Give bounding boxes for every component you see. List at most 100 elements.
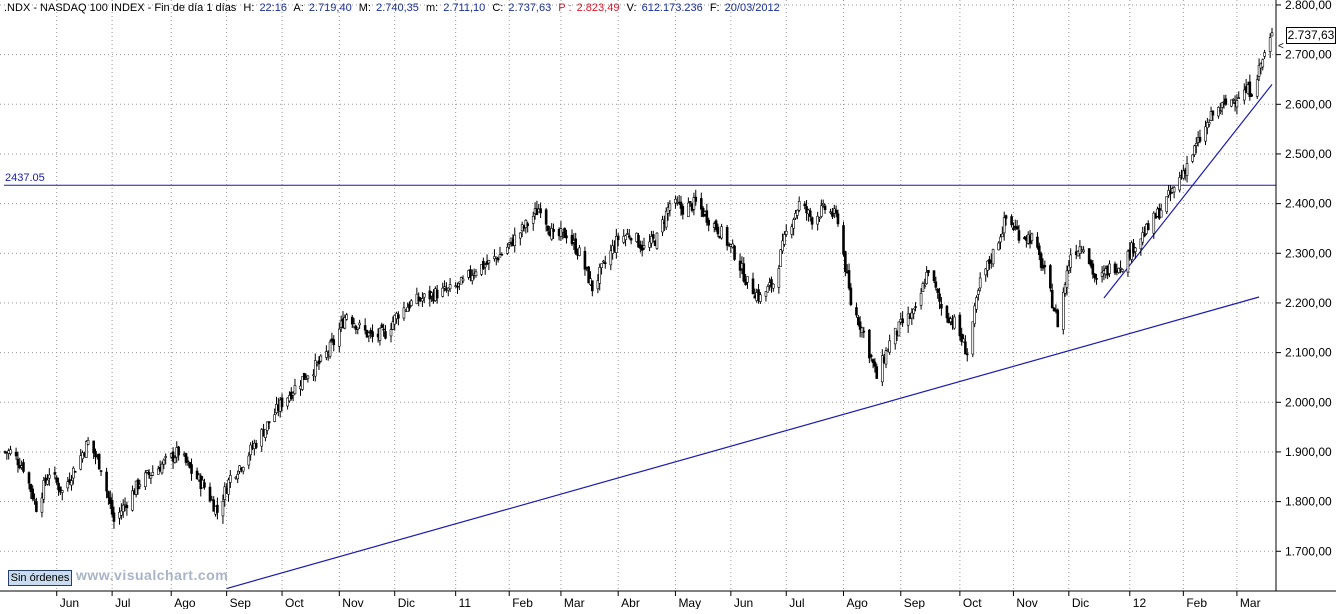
candle-body [1095,278,1098,280]
candle-body [1119,267,1122,270]
candle-body [107,491,110,498]
candle-body [834,209,838,214]
x-tick-label: Feb [512,596,533,609]
candle-body [1061,291,1065,330]
candle-body [766,286,770,293]
candle-body [539,208,542,214]
candle-body [345,314,348,320]
candle-body [173,457,177,463]
candle-body [435,289,439,299]
candle-body [1126,250,1130,273]
candle-body [301,376,304,390]
candle-body [92,440,95,454]
candle-body [164,456,167,458]
header-max-value: 2.740,35 [376,2,419,14]
x-tick-label: Jul [789,596,804,609]
candle-body [997,242,1000,251]
y-tick-label: 2.200,00 [1285,296,1332,310]
candle-body [808,210,812,217]
candle-body [792,219,795,229]
x-tick-label: Sep [904,596,926,609]
candle-body [699,198,703,210]
candle-body [483,264,487,268]
candle-body [1017,230,1021,241]
candle-body [674,198,677,204]
candle-body [264,428,267,438]
candle-body [923,285,927,287]
candle-body [325,351,328,358]
candle-body [973,305,976,325]
y-tick-label: 2.700,00 [1285,48,1332,62]
orders-button[interactable]: Sin órdenes [8,570,72,586]
candle-body [149,475,153,479]
candle-body [803,203,807,207]
candle-body [1193,145,1196,155]
candle-body [914,306,917,308]
candle-body [1218,110,1222,112]
x-tick-label: Mar [1240,596,1261,609]
candle-body [408,303,411,309]
candle-body [241,466,245,472]
candle-body [1224,98,1228,105]
x-tick-label: Ago [174,596,196,609]
candle-body [661,219,664,233]
candle-body [600,263,603,268]
candle-body [86,439,90,445]
resistance-line-label: 2437.05 [5,172,45,184]
candle-body [871,359,875,364]
candle-body [1121,269,1124,272]
header-a-label: A: [293,2,303,14]
header-p-label: P : [558,2,571,14]
header-max-label: M: [359,2,371,14]
candle-body [583,250,587,270]
y-tick-label: 2.300,00 [1285,246,1332,260]
candle-body [131,490,134,511]
candle-body [177,446,180,456]
candle-body [893,327,897,345]
candle-body [443,286,446,289]
candle-body [1255,79,1259,97]
x-tick-label: 11 [459,596,472,609]
candle-body [1082,249,1085,253]
candle-body [31,488,35,500]
header-date-label: F: [710,2,720,14]
x-axis-ticks: Jun Jul Ago Sep Oct Nov Dic 11 Feb Mar Abr May Jun Ju… [56,591,1261,610]
candle-body [602,260,605,263]
candle-body [203,482,206,488]
candle-body [1049,265,1052,289]
y-axis-ticks: 1.700,00 1.800,00 1.900,00 2.000,00 2.100,00… [1276,0,1332,558]
candle-body [960,333,964,343]
candle-body [1169,191,1172,195]
candle-body [97,453,101,470]
candle-body [1069,254,1072,268]
candle-body [441,287,445,297]
x-tick-label: Sep [230,596,252,609]
candle-body [73,471,77,473]
candle-body [978,277,982,289]
candle-body [777,268,781,288]
candle-body [60,490,64,493]
candle-body [291,392,295,396]
candle-body [642,245,646,249]
candle-body [1230,99,1233,107]
candle-body [84,441,88,458]
candle-body [565,235,568,239]
candle-body [587,266,590,284]
candle-body [746,276,749,283]
candle-body [818,217,821,220]
candle-body [461,278,465,282]
candle-body [1250,94,1253,97]
candle-body [184,453,188,463]
candle-body [733,245,736,260]
header-min-label: m: [426,2,438,14]
x-tick-label: Ago [847,596,869,609]
header-close-label: C: [492,2,503,14]
candle-body [212,499,216,512]
candle-body [337,328,341,347]
candle-body [1152,212,1156,234]
y-tick-label: 2.600,00 [1285,97,1332,111]
header-close-value: 2.737,63 [508,2,551,14]
candle-body [1043,265,1047,268]
candle-body [764,291,768,297]
